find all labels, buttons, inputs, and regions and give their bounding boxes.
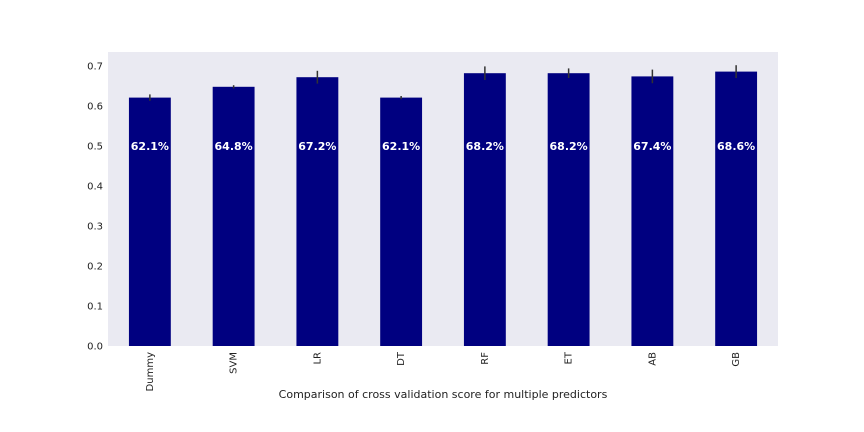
bar: [296, 77, 339, 346]
x-axis-title: Comparison of cross validation score for…: [279, 388, 608, 401]
bar: [715, 71, 758, 346]
y-tick-label: 0.1: [87, 302, 103, 313]
bar-data-label: 64.8%: [215, 140, 253, 153]
y-tick-label: 0.0: [87, 342, 103, 353]
bar-data-label: 67.4%: [633, 140, 671, 153]
bar-data-label: 68.6%: [717, 140, 755, 153]
x-tick-label: DT: [396, 351, 407, 366]
bar: [380, 97, 423, 346]
x-tick-label: Dummy: [145, 352, 156, 392]
bar-data-label: 62.1%: [131, 140, 169, 153]
y-tick-label: 0.2: [87, 262, 103, 273]
y-tick-label: 0.7: [87, 62, 103, 73]
bar: [631, 76, 674, 347]
y-tick-label: 0.5: [87, 142, 103, 153]
x-tick-label: RF: [480, 352, 491, 365]
bar-data-label: 62.1%: [382, 140, 420, 153]
plot-area: [108, 52, 778, 346]
x-tick-label: AB: [647, 352, 658, 366]
x-tick-label: GB: [731, 352, 742, 367]
bar: [547, 73, 590, 346]
bar: [463, 73, 506, 346]
bar-data-label: 68.2%: [550, 140, 588, 153]
bar-data-label: 67.2%: [298, 140, 336, 153]
bar: [128, 97, 171, 346]
y-tick-label: 0.6: [87, 102, 103, 113]
y-tick-label: 0.3: [87, 222, 103, 233]
bar-data-label: 68.2%: [466, 140, 504, 153]
x-tick-label: LR: [312, 352, 323, 365]
bar: [212, 86, 255, 347]
x-tick-label: SVM: [229, 352, 240, 374]
y-tick-label: 0.4: [87, 182, 103, 193]
x-tick-label: ET: [564, 351, 575, 364]
